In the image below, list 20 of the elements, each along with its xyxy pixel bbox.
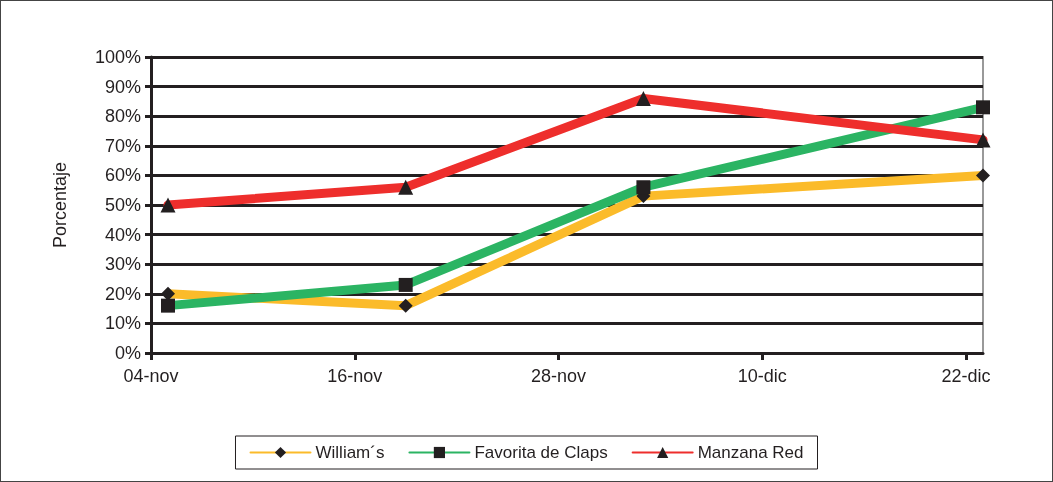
y-tick-label: 10% (104, 313, 141, 334)
x-tick-label: 16-nov (327, 366, 383, 386)
y-axis-title: Porcentaje (50, 161, 70, 249)
y-tick-label: 30% (104, 254, 141, 275)
y-tick-label: 70% (104, 135, 141, 156)
x-tick-label: 22-dic (941, 366, 991, 386)
y-tick-label: 80% (104, 106, 141, 127)
x-tick-label: 10-dic (737, 366, 787, 386)
x-tick-label: 04-nov (123, 366, 179, 386)
x-tick-label: 28-nov (530, 366, 587, 386)
y-tick-label: 0% (114, 343, 141, 363)
y-tick-label: 60% (104, 165, 141, 186)
legend-label: Manzana Red (697, 443, 804, 462)
y-tick-label: 20% (104, 283, 141, 304)
legend-label: William´s (315, 443, 385, 462)
y-tick-label: 40% (104, 224, 141, 245)
legend-label: Favorita de Claps (474, 443, 608, 462)
y-tick-label: 50% (104, 195, 141, 215)
y-tick-label: 100% (94, 47, 141, 67)
y-tick-label: 90% (104, 76, 141, 97)
